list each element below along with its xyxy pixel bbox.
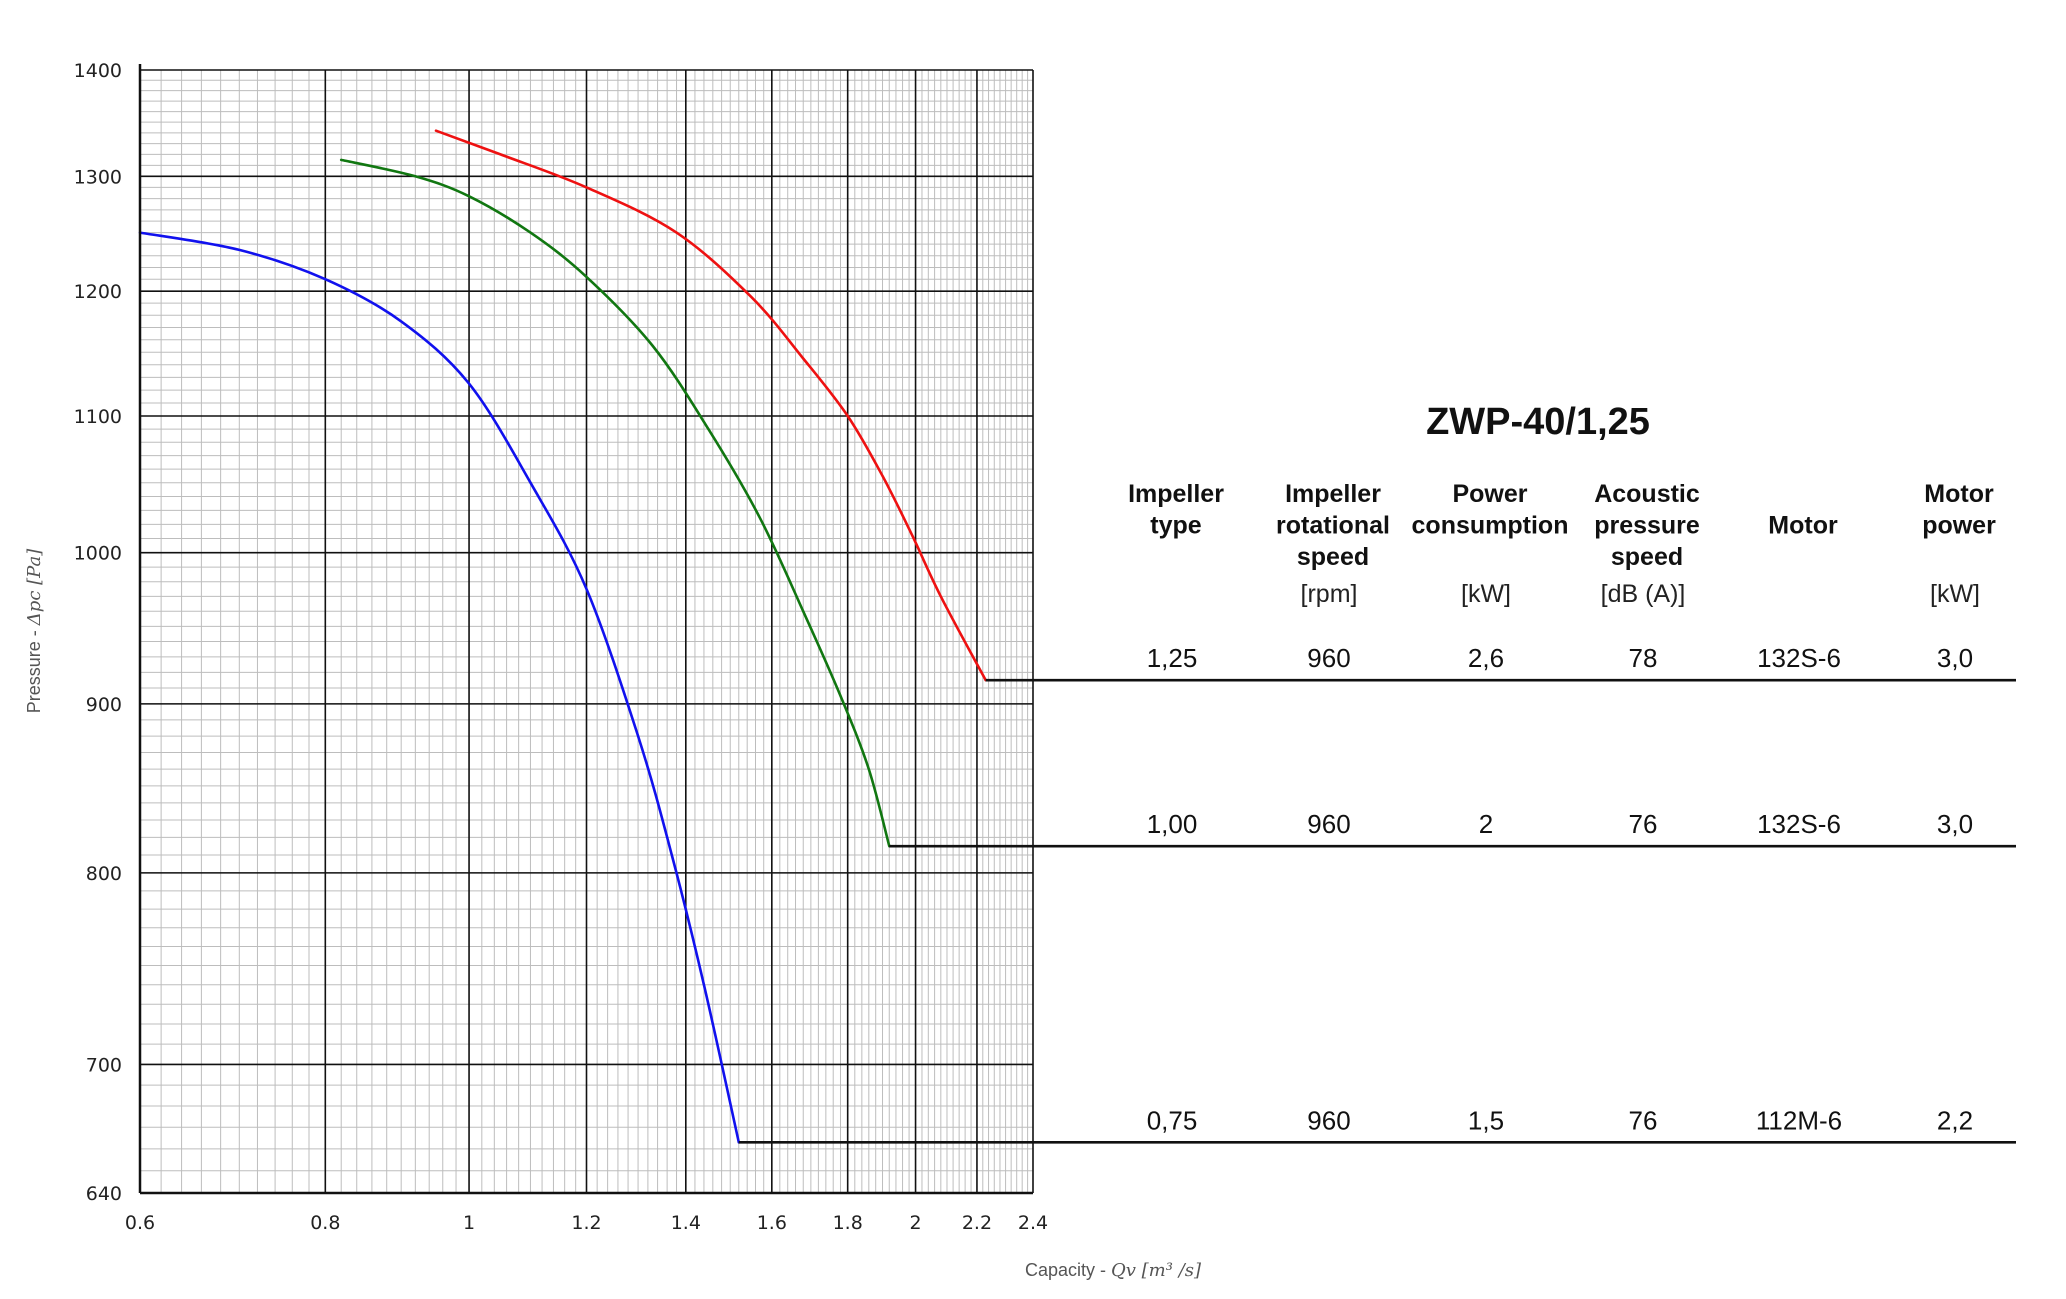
y-tick-label: 700: [86, 1054, 122, 1076]
table-cell: 960: [1307, 809, 1350, 839]
y-tick-label: 1000: [74, 543, 122, 565]
x-tick-label: 1.2: [571, 1212, 601, 1234]
table-cell: 2,2: [1937, 1105, 1973, 1135]
y-axis-title-math: Δpc [Pa]: [24, 548, 45, 626]
table-row: 0,75 960 1,5 76 112M-6 2,2: [1147, 1105, 1973, 1135]
y-tick-label: 800: [86, 863, 122, 885]
table-cell: 0,75: [1147, 1105, 1198, 1135]
y-tick-labels: 1400 1300 1200 1100 1000 900 800 700 640: [74, 60, 122, 1205]
table-row: 1,25 960 2,6 78 132S-6 3,0: [1147, 643, 1973, 673]
x-tick-label: 1.4: [671, 1212, 701, 1234]
table-header-cell: Power: [1452, 480, 1527, 508]
leader-lines: [738, 678, 2016, 1144]
table-cell: 960: [1307, 643, 1350, 673]
x-tick-label: 0.6: [125, 1212, 155, 1234]
x-axis-title-math: Qv [m³ /s]: [1111, 1260, 1202, 1281]
table-header-cell: power: [1922, 512, 1996, 540]
table-unit-cell: [rpm]: [1301, 580, 1358, 608]
x-tick-label: 0.8: [310, 1212, 340, 1234]
y-tick-label: 1300: [74, 166, 122, 188]
grid-major: [139, 69, 1034, 1194]
y-axis-title-text: Pressure -: [24, 625, 44, 713]
x-tick-label: 1: [463, 1212, 475, 1234]
table-cell: 960: [1307, 1105, 1350, 1135]
x-axis-title: Capacity - Qv [m³ /s]: [1025, 1260, 1202, 1281]
table-units: [rpm] [kW] [dB (A)] [kW]: [1301, 580, 1980, 608]
table-cell: 1,5: [1468, 1105, 1504, 1135]
table-header-cell: Acoustic: [1594, 480, 1700, 508]
table-cell: 3,0: [1937, 809, 1973, 839]
impeller-100-curve: [339, 158, 891, 848]
x-tick-label: 2.2: [962, 1212, 992, 1234]
table-cell: 76: [1629, 1105, 1658, 1135]
y-tick-label: 640: [86, 1183, 122, 1205]
table-header-cell: type: [1150, 512, 1202, 540]
table-cell: 2,6: [1468, 643, 1504, 673]
table-title: ZWP-40/1,25: [1426, 401, 1650, 443]
x-tick-label: 2: [910, 1212, 922, 1234]
chart-axes: [138, 64, 1033, 1195]
table-header-cell: speed: [1297, 543, 1369, 571]
table-header-cell: speed: [1611, 543, 1683, 571]
y-axis-title: Pressure - Δpc [Pa]: [24, 548, 45, 713]
y-tick-label: 1100: [74, 406, 122, 428]
impeller-125-curve: [434, 129, 987, 682]
table-unit-cell: [dB (A)]: [1601, 580, 1686, 608]
table-cell: 2: [1479, 809, 1493, 839]
y-tick-label: 1200: [74, 281, 122, 303]
table-header-cell: Impeller: [1285, 480, 1381, 508]
x-tick-label: 1.8: [833, 1212, 863, 1234]
table-header-cell: rotational: [1276, 512, 1390, 540]
performance-curves: [138, 129, 987, 1144]
table-cell: 1,00: [1147, 809, 1198, 839]
table-header-cell: Motor: [1924, 480, 1994, 508]
table-unit-cell: [kW]: [1930, 580, 1980, 608]
specification-table: ZWP-40/1,25 Impeller type Impeller rotation…: [1128, 401, 1996, 1135]
table-header-cell: Motor: [1768, 512, 1838, 540]
table-rows: 1,25 960 2,6 78 132S-6 3,0 1,00 960 2 76 132S-6 3,0…: [1147, 643, 1973, 1135]
table-unit-cell: [kW]: [1461, 580, 1511, 608]
y-tick-label: 900: [86, 694, 122, 716]
table-header-cell: consumption: [1412, 512, 1569, 540]
table-cell: 132S-6: [1757, 643, 1841, 673]
x-tick-label: 2.4: [1018, 1212, 1048, 1234]
table-headers: Impeller type Impeller rotational speed Power…: [1128, 480, 1996, 571]
table-header-cell: pressure: [1594, 512, 1700, 540]
x-tick-labels: 0.6 0.8 1 1.2 1.4 1.6 1.8 2 2.2 2.4: [125, 1212, 1048, 1234]
table-cell: 3,0: [1937, 643, 1973, 673]
impeller-075-curve: [138, 231, 741, 1144]
table-cell: 78: [1629, 643, 1658, 673]
x-tick-label: 1.6: [757, 1212, 787, 1234]
table-cell: 1,25: [1147, 643, 1198, 673]
table-cell: 132S-6: [1757, 809, 1841, 839]
y-tick-label: 1400: [74, 60, 122, 82]
table-cell: 112M-6: [1756, 1105, 1842, 1135]
x-axis-title-text: Capacity -: [1025, 1260, 1111, 1280]
table-header-cell: Impeller: [1128, 480, 1224, 508]
table-cell: 76: [1629, 809, 1658, 839]
table-row: 1,00 960 2 76 132S-6 3,0: [1147, 809, 1973, 839]
